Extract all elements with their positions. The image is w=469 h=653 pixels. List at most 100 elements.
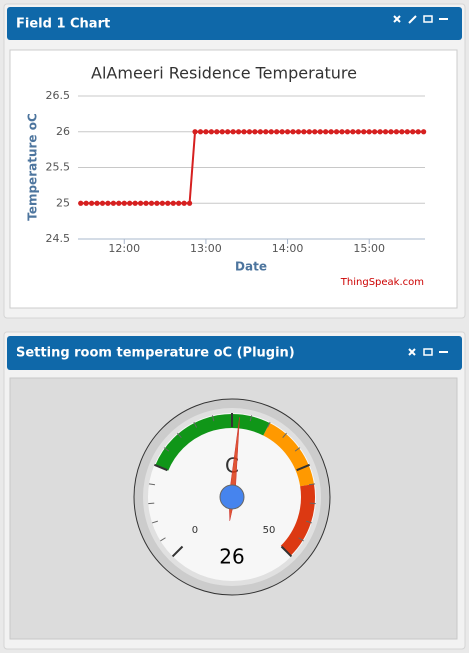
panel-header	[7, 336, 462, 370]
data-point	[132, 200, 138, 206]
data-point	[252, 129, 258, 135]
gauge-minor-tick	[306, 520, 313, 524]
data-point	[339, 129, 345, 135]
x-axis-label: Date	[235, 260, 267, 274]
data-point	[328, 129, 334, 135]
gauge-minor-tick	[151, 520, 158, 524]
data-point	[159, 200, 165, 206]
data-point	[366, 129, 372, 135]
x-tick-label: 15:00	[353, 242, 385, 255]
data-point	[192, 129, 198, 135]
data-point	[127, 200, 133, 206]
data-point	[317, 129, 323, 135]
data-point	[312, 129, 318, 135]
panel-icons[interactable]	[408, 348, 448, 356]
data-point	[94, 200, 100, 206]
panel-header	[7, 7, 462, 40]
data-point	[186, 200, 193, 206]
data-point	[372, 129, 378, 135]
data-point	[382, 129, 389, 135]
gauge-band	[280, 484, 315, 556]
data-point	[110, 200, 116, 206]
data-point	[181, 200, 187, 206]
line-chart: AlAmeeri Residence Temperature 24.5 25 25.5…	[26, 64, 427, 288]
credit: ThingSpeak.com	[340, 277, 424, 288]
gauge-major-tick	[171, 545, 184, 558]
gauge-minor-tick	[298, 537, 304, 542]
y-tick-label: 25	[56, 196, 70, 209]
data-point	[274, 129, 280, 135]
data-point	[203, 129, 209, 135]
x-tick-label: 13:00	[190, 242, 222, 255]
y-tick-label: 26.5	[46, 89, 71, 102]
data-point	[246, 129, 253, 135]
data-point	[170, 200, 176, 206]
data-point	[404, 129, 410, 135]
data-point	[154, 200, 160, 206]
panel-title: Setting room temperature oC (Plugin)	[16, 346, 295, 361]
data-point	[301, 129, 307, 135]
data-point	[344, 129, 351, 135]
data-point	[225, 129, 231, 135]
gauge-range-label: 0	[192, 525, 198, 536]
gauge-minor-tick	[160, 537, 166, 542]
data-point	[290, 129, 296, 135]
data-point	[99, 200, 106, 206]
data-point	[105, 200, 111, 206]
gauge-minor-tick	[193, 421, 198, 428]
panel-icons[interactable]	[393, 15, 448, 24]
data-point	[78, 200, 84, 206]
data-point	[393, 129, 400, 135]
x-tick-label: 12:00	[108, 242, 140, 255]
panel-title: Field 1 Chart	[16, 17, 110, 32]
gauge-minor-tick	[163, 447, 170, 452]
gauge-major-tick	[280, 545, 293, 558]
data-point	[208, 129, 214, 135]
data-point	[306, 129, 312, 135]
data-point	[377, 129, 383, 135]
chart-title: AlAmeeri Residence Temperature	[91, 64, 357, 83]
gauge-hub	[219, 484, 245, 510]
y-axis-label: Temperature oC	[26, 113, 40, 221]
data-point	[83, 200, 89, 206]
gauge-minor-tick	[282, 432, 287, 439]
y-tick-label: 25.5	[46, 161, 71, 174]
data-point	[268, 129, 274, 135]
data-point	[361, 129, 367, 135]
gauge-value-label: 26	[219, 545, 244, 569]
x-tick-label: 14:00	[272, 242, 304, 255]
data-point	[279, 129, 285, 135]
y-tick-label: 24.5	[46, 232, 71, 245]
gauge-major-tick	[296, 463, 310, 472]
data-point	[121, 200, 127, 206]
data-point	[415, 129, 421, 135]
data-point	[355, 129, 361, 135]
data-point	[137, 200, 144, 206]
y-tick-label: 26	[56, 125, 70, 138]
data-point	[235, 129, 242, 135]
gauge-minor-tick	[148, 483, 156, 486]
data-point	[241, 129, 247, 135]
gauge-minor-tick	[177, 432, 182, 439]
data-point	[116, 200, 122, 206]
data-point	[333, 129, 340, 135]
data-point	[295, 129, 302, 135]
data-point	[284, 129, 291, 135]
gauge-minor-tick	[266, 421, 271, 428]
data-point	[263, 129, 269, 135]
data-point	[257, 129, 263, 135]
data-point	[165, 200, 171, 206]
gauge-minor-tick	[308, 483, 316, 486]
data-point	[214, 129, 220, 135]
data-point	[410, 129, 416, 135]
gauge-band	[155, 414, 270, 471]
gauge-range-label: 50	[263, 525, 276, 536]
gauge-minor-tick	[294, 447, 301, 452]
line-series	[80, 130, 424, 205]
gauge-minor-tick	[249, 415, 253, 422]
data-point	[176, 200, 182, 206]
data-point	[148, 200, 155, 206]
